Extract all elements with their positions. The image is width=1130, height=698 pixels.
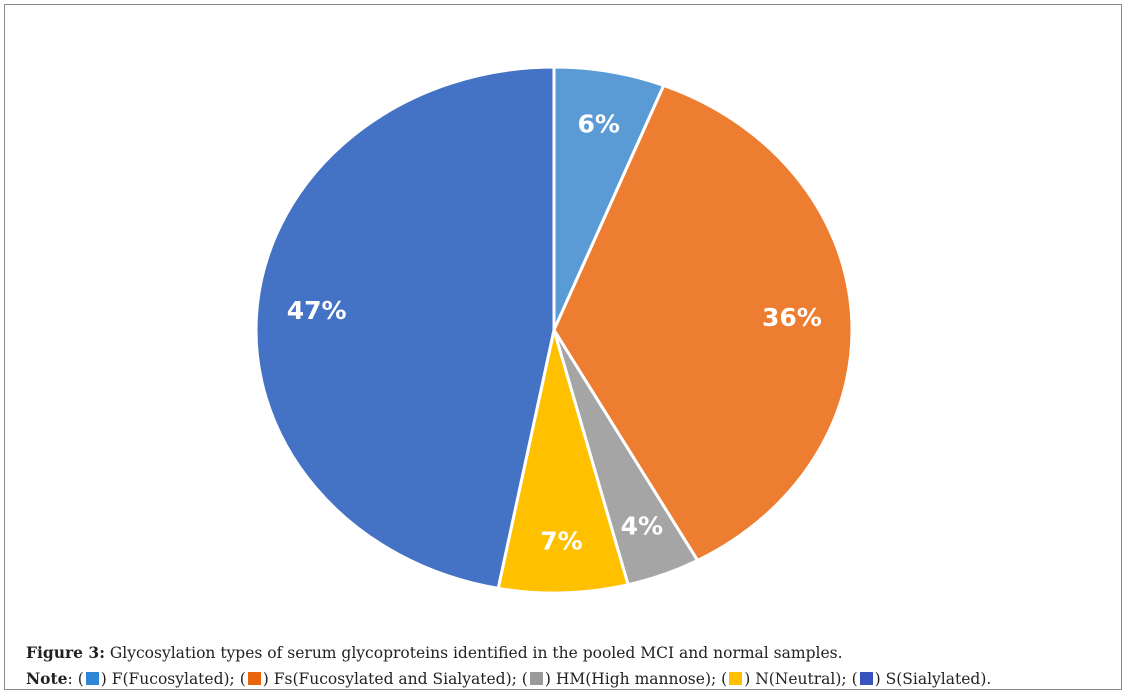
figure-caption: Figure 3: Glycosylation types of serum g… [26,640,1106,692]
legend-swatch-1 [85,672,99,685]
legend-text-2: ) Fs(Fucosylated and Sialyated); [262,670,517,688]
slice-label-1: 6% [577,109,619,138]
slice-label-2: 36% [762,303,822,332]
caption-title-line: Figure 3: Glycosylation types of serum g… [26,640,1106,666]
legend-item-4: () N(Neutral); [721,670,847,688]
legend-text-1: ) F(Fucosylated); [100,670,235,688]
legend-text-5: ) S(Sialylated). [874,670,992,688]
figure-label: Figure 3: [26,643,105,662]
pie-slice-4 [496,328,630,595]
legend-text-4: ) N(Neutral); [744,670,847,688]
figure-text: Glycosylation types of serum glycoprotei… [109,644,843,662]
legend-item-2: () Fs(Fucosylated and Sialyated); [239,670,517,688]
legend: () F(Fucosylated); () Fs(Fucosylated and… [78,670,992,688]
legend-item-1: () F(Fucosylated); [77,670,235,688]
legend-item-5: () S(Sialylated). [851,670,992,688]
legend-swatch-2 [247,672,261,685]
slice-label-4: 7% [540,526,582,555]
pie-slice-5 [254,65,556,590]
legend-item-3: () HM(High mannose); [521,670,717,688]
pie-chart: 6% 36% 4% 7% 47% [254,65,854,595]
legend-swatch-3 [529,672,543,685]
figure-frame [4,4,1122,690]
legend-text-3: ) HM(High mannose); [544,670,717,688]
caption-note-line: Note: () F(Fucosylated); () Fs(Fucosylat… [26,669,992,688]
slice-label-5: 47% [287,296,347,325]
slice-label-3: 4% [621,512,663,541]
legend-swatch-4 [729,672,743,685]
pie-slice-2 [552,83,854,562]
note-label: Note [26,669,68,688]
legend-swatch-5 [859,672,873,685]
